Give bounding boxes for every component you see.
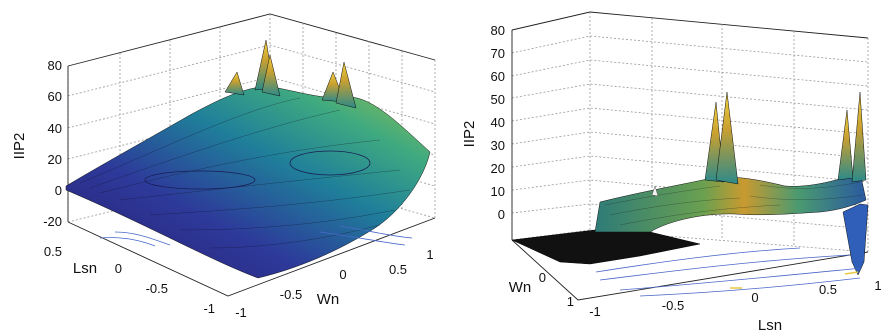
plot-left-z-label: IIP2 bbox=[11, 133, 28, 160]
plot-right-z-tick: 50 bbox=[491, 92, 505, 107]
plot-left-z-tick: 80 bbox=[48, 58, 62, 73]
plot-left-z-tick: 20 bbox=[48, 152, 62, 167]
plot-right-dip bbox=[842, 203, 869, 276]
plot-right-x-ticks: -1 -0.5 0 0.5 1 bbox=[589, 278, 881, 319]
plot-left-swirl bbox=[289, 150, 371, 176]
plot-left-x-tick: 0 bbox=[339, 267, 346, 282]
plot-left-x-tick: -0.5 bbox=[280, 287, 302, 302]
plot-right-z-ticks: 80 70 60 50 40 30 20 10 0 bbox=[491, 23, 505, 222]
plot-left-y-label: Lsn bbox=[73, 260, 97, 277]
plot-left-z-tick: 40 bbox=[48, 121, 62, 136]
plot-left-x-tick: 1 bbox=[426, 247, 433, 262]
plot-left-peaks bbox=[224, 39, 357, 109]
plot-left-y-ticks: 0.5 0 -0.5 -1 bbox=[44, 244, 215, 316]
plot-right-x-tick: 0 bbox=[751, 290, 758, 305]
plot-left-x-ticks: -1 -0.5 0 0.5 1 bbox=[235, 247, 433, 320]
plot-right-dark-region bbox=[511, 229, 701, 265]
plot-left: 80 60 40 20 0 -20 0.5 0 -0.5 -1 -1 -0.5 … bbox=[11, 13, 436, 320]
plot-right-y-ticks: 0 1 bbox=[539, 270, 574, 309]
plot-right-x-tick: 0.5 bbox=[819, 282, 837, 297]
plot-left-z-tick: -20 bbox=[43, 214, 62, 229]
plot-left-y-tick: -0.5 bbox=[146, 281, 168, 296]
plot-right-z-tick: 60 bbox=[491, 69, 505, 84]
plot-right-peaks bbox=[651, 91, 867, 197]
plot-left-z-tick: 0 bbox=[55, 183, 62, 198]
plot-left-x-label: Wn bbox=[317, 291, 340, 308]
plot-right: 80 70 60 50 40 30 20 10 0 0 1 -1 -0.5 0 … bbox=[461, 11, 882, 334]
plot-left-y-tick: -1 bbox=[203, 301, 215, 316]
plot-left-z-ticks: 80 60 40 20 0 -20 bbox=[43, 58, 62, 229]
plot-right-y-tick: 1 bbox=[567, 294, 574, 309]
plot-left-y-tick: 0 bbox=[115, 261, 122, 276]
plot-right-x-tick: -0.5 bbox=[662, 298, 684, 313]
plot-left-surface bbox=[65, 85, 431, 279]
plot-right-floor-highlights bbox=[730, 271, 859, 289]
plot-left-floor-contours bbox=[99, 225, 413, 247]
plot-left-x-tick: 0.5 bbox=[389, 262, 407, 277]
plot-right-z-label: IIP2 bbox=[461, 121, 478, 148]
plot-right-x-label: Lsn bbox=[758, 317, 782, 334]
plot-right-x-tick: 1 bbox=[874, 278, 881, 293]
plot-right-z-tick: 40 bbox=[491, 115, 505, 130]
plot-right-x-tick: -1 bbox=[589, 304, 601, 319]
plot-right-surface-lines bbox=[604, 181, 863, 226]
plot-right-y-tick: 0 bbox=[539, 270, 546, 285]
plot-right-floor-contours bbox=[595, 247, 863, 297]
plot-right-z-tick: 30 bbox=[491, 138, 505, 153]
plot-left-z-tick: 60 bbox=[48, 89, 62, 104]
plot-right-z-tick: 0 bbox=[498, 207, 505, 222]
plot-right-z-tick: 10 bbox=[491, 184, 505, 199]
plot-right-y-label: Wn bbox=[509, 279, 532, 296]
plot-right-z-tick: 20 bbox=[491, 161, 505, 176]
plot-left-x-tick: -1 bbox=[235, 305, 247, 320]
plot-right-z-tick: 70 bbox=[491, 46, 505, 61]
plot-left-swirl-2 bbox=[144, 170, 256, 190]
plot-left-y-tick: 0.5 bbox=[44, 244, 62, 259]
plot-right-z-tick: 80 bbox=[491, 23, 505, 38]
